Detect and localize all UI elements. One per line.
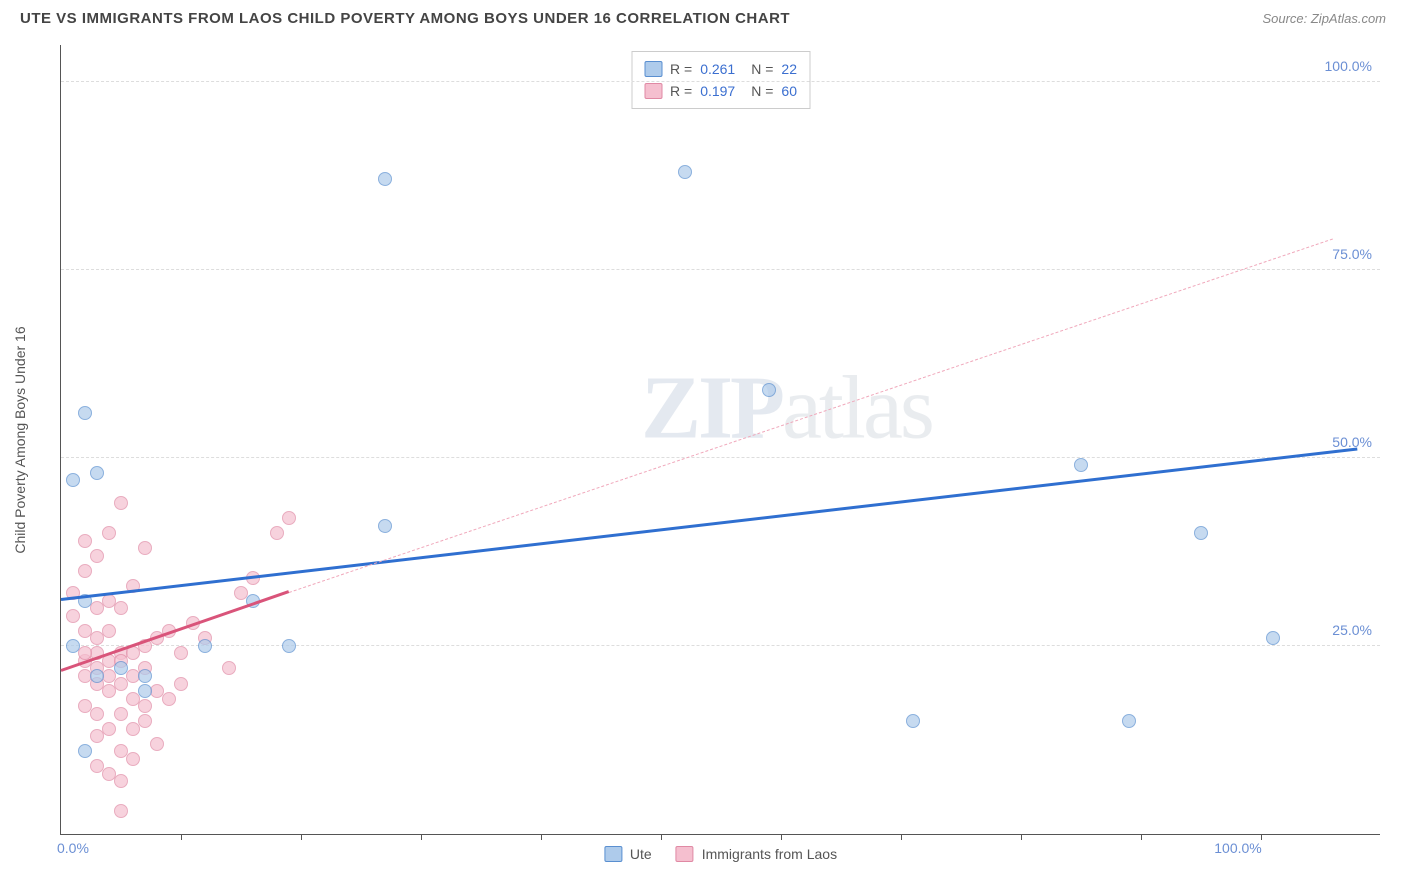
data-point[interactable]	[1194, 526, 1208, 540]
data-point[interactable]	[90, 631, 104, 645]
data-point[interactable]	[78, 534, 92, 548]
trend-line	[61, 447, 1357, 600]
data-point[interactable]	[222, 661, 236, 675]
data-point[interactable]	[198, 639, 212, 653]
legend-swatch	[644, 83, 662, 99]
gridline	[61, 645, 1380, 646]
x-tick-mark	[181, 834, 182, 840]
data-point[interactable]	[138, 541, 152, 555]
legend-n-label: N =	[751, 58, 773, 80]
data-point[interactable]	[114, 601, 128, 615]
chart-container: Child Poverty Among Boys Under 16 ZIPatl…	[50, 45, 1386, 835]
legend-r-value: 0.197	[700, 80, 735, 102]
data-point[interactable]	[162, 692, 176, 706]
data-point[interactable]	[138, 714, 152, 728]
x-tick-mark	[421, 834, 422, 840]
x-tick-mark	[301, 834, 302, 840]
data-point[interactable]	[762, 383, 776, 397]
trend-line	[289, 239, 1333, 594]
data-point[interactable]	[174, 677, 188, 691]
legend-r-label: R =	[670, 80, 692, 102]
data-point[interactable]	[906, 714, 920, 728]
data-point[interactable]	[102, 526, 116, 540]
x-tick-label: 0.0%	[57, 840, 89, 856]
chart-title: UTE VS IMMIGRANTS FROM LAOS CHILD POVERT…	[20, 10, 790, 27]
y-tick-label: 100.0%	[1325, 58, 1372, 74]
legend-n-value: 22	[781, 58, 797, 80]
legend-r-value: 0.261	[700, 58, 735, 80]
data-point[interactable]	[378, 172, 392, 186]
data-point[interactable]	[150, 737, 164, 751]
data-point[interactable]	[138, 684, 152, 698]
data-point[interactable]	[90, 669, 104, 683]
data-point[interactable]	[66, 609, 80, 623]
watermark: ZIPatlas	[641, 356, 932, 459]
x-tick-mark	[541, 834, 542, 840]
gridline	[61, 457, 1380, 458]
legend-series-name: Ute	[630, 846, 652, 862]
legend-item[interactable]: Immigrants from Laos	[676, 846, 837, 862]
data-point[interactable]	[1074, 458, 1088, 472]
source-label: Source: ZipAtlas.com	[1262, 11, 1386, 26]
data-point[interactable]	[114, 496, 128, 510]
data-point[interactable]	[90, 549, 104, 563]
legend-row: R = 0.197 N = 60	[644, 80, 797, 102]
data-point[interactable]	[66, 473, 80, 487]
data-point[interactable]	[126, 752, 140, 766]
legend-r-label: R =	[670, 58, 692, 80]
data-point[interactable]	[378, 519, 392, 533]
data-point[interactable]	[282, 511, 296, 525]
data-point[interactable]	[1122, 714, 1136, 728]
x-tick-mark	[781, 834, 782, 840]
data-point[interactable]	[270, 526, 284, 540]
data-point[interactable]	[78, 744, 92, 758]
gridline	[61, 81, 1380, 82]
watermark-thin: atlas	[782, 358, 932, 457]
data-point[interactable]	[102, 767, 116, 781]
data-point[interactable]	[174, 646, 188, 660]
data-point[interactable]	[78, 564, 92, 578]
legend-item[interactable]: Ute	[604, 846, 652, 862]
scatter-plot-area[interactable]: ZIPatlas R =0.261N =22R =0.197N =60 UteI…	[60, 45, 1380, 835]
data-point[interactable]	[1266, 631, 1280, 645]
x-tick-mark	[661, 834, 662, 840]
data-point[interactable]	[114, 661, 128, 675]
legend-swatch	[644, 61, 662, 77]
data-point[interactable]	[114, 707, 128, 721]
data-point[interactable]	[90, 707, 104, 721]
x-tick-mark	[1021, 834, 1022, 840]
legend-series-name: Immigrants from Laos	[702, 846, 837, 862]
data-point[interactable]	[138, 699, 152, 713]
data-point[interactable]	[114, 804, 128, 818]
data-point[interactable]	[66, 639, 80, 653]
legend-n-value: 60	[781, 80, 797, 102]
legend-swatch	[604, 846, 622, 862]
y-axis-label: Child Poverty Among Boys Under 16	[12, 326, 28, 553]
data-point[interactable]	[90, 466, 104, 480]
y-tick-label: 25.0%	[1332, 622, 1372, 638]
data-point[interactable]	[126, 722, 140, 736]
data-point[interactable]	[102, 722, 116, 736]
data-point[interactable]	[114, 774, 128, 788]
gridline	[61, 269, 1380, 270]
data-point[interactable]	[138, 669, 152, 683]
legend-n-label: N =	[751, 80, 773, 102]
x-tick-label: 100.0%	[1214, 840, 1261, 856]
watermark-bold: ZIP	[641, 358, 782, 457]
legend-swatch	[676, 846, 694, 862]
x-tick-mark	[901, 834, 902, 840]
y-tick-label: 75.0%	[1332, 246, 1372, 262]
data-point[interactable]	[102, 624, 116, 638]
legend-row: R = 0.261 N = 22	[644, 58, 797, 80]
data-point[interactable]	[282, 639, 296, 653]
series-legend: Ute Immigrants from Laos	[604, 846, 837, 862]
data-point[interactable]	[678, 165, 692, 179]
x-tick-mark	[1141, 834, 1142, 840]
data-point[interactable]	[78, 406, 92, 420]
data-point[interactable]	[90, 759, 104, 773]
